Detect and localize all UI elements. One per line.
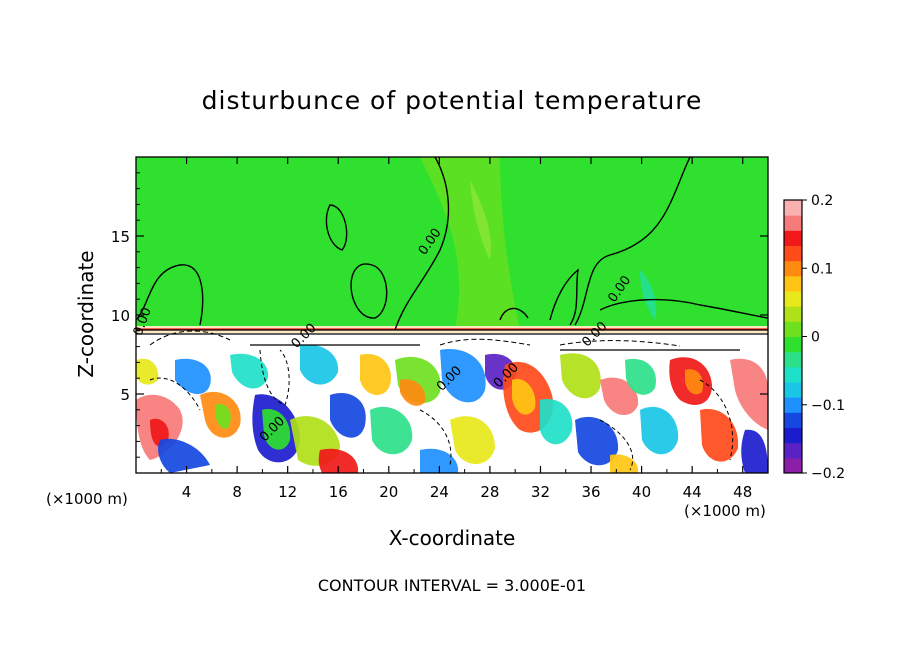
x-tick-label: 36 (581, 483, 600, 501)
colorbar-tick-label: −0.1 (811, 398, 845, 414)
colorbar-swatch (784, 245, 802, 262)
colorbar-swatch (784, 260, 802, 277)
colorbar-swatch (784, 397, 802, 413)
x-tick-label: 4 (182, 483, 192, 501)
x-axis-ticks: 4 8 12 16 20 24 28 32 36 40 44 48 (160, 157, 752, 501)
upper-light-streak (470, 180, 491, 260)
turbulent-eddy (450, 416, 495, 465)
x-tick-label: 16 (329, 483, 348, 501)
turbulent-eddy (420, 448, 459, 473)
turbulent-eddy (600, 377, 639, 416)
x-tick-label: 28 (480, 483, 499, 501)
turbulent-eddy (560, 353, 601, 399)
x-tick-label: 8 (232, 483, 242, 501)
turbulent-eddy (540, 399, 573, 445)
contour-line-negative (149, 377, 201, 411)
x-tick-label: 40 (632, 483, 651, 501)
upper-light-plume (420, 157, 520, 330)
colorbar-tick-label: 0.2 (811, 193, 833, 209)
x-unit-label-left: (×1000 m) (46, 490, 128, 508)
contour-line (394, 157, 450, 331)
contour-line (136, 329, 768, 351)
x-tick-label: 44 (683, 483, 702, 501)
turbulent-eddy (136, 358, 159, 385)
colorbar-tick-label: −0.2 (811, 466, 845, 482)
colorbar-swatch (784, 427, 802, 444)
turbulent-eddy (175, 358, 211, 395)
contour-lines (136, 157, 768, 471)
turbulent-eddy (370, 406, 413, 455)
turbulent-eddy (741, 429, 768, 473)
x-tick-label: 48 (733, 483, 752, 501)
colorbar-swatch (784, 366, 802, 383)
turbulent-eddy (685, 369, 704, 395)
colorbar-swatch (784, 275, 802, 292)
colorbar-swatch (784, 457, 802, 474)
colorbar-tick-label: 0 (811, 330, 820, 346)
colorbar-swatch (784, 336, 802, 353)
x-tick-label: 24 (430, 483, 449, 501)
turbulent-eddy (318, 448, 359, 473)
contour-line (325, 204, 348, 251)
turbulent-eddy (300, 344, 339, 385)
contour-line (350, 263, 388, 319)
contour-line (599, 298, 768, 319)
turbulent-eddy (360, 354, 391, 396)
contour-line (549, 268, 579, 326)
colorbar-tick-label: 0.1 (811, 261, 833, 277)
turbulent-eddy (575, 416, 619, 466)
x-tick-label: 12 (278, 483, 297, 501)
turbulent-eddy (400, 379, 426, 406)
colorbar: −0.2 −0.1 0 0.1 0.2 (783, 193, 845, 482)
contour-interval-note: CONTOUR INTERVAL = 3.000E-01 (317, 576, 587, 595)
upper-cyan-patch (640, 270, 657, 320)
contour-line-negative (439, 338, 531, 346)
turbulent-eddy (440, 349, 486, 403)
y-axis-ticks: 5 10 15 (111, 172, 768, 458)
contour-line (136, 264, 204, 326)
colorbar-swatch (784, 306, 802, 322)
chart-title: disturbunce of potential temperature (201, 86, 703, 115)
x-axis-label: X-coordinate (388, 526, 516, 550)
turbulent-eddy (230, 353, 269, 389)
colorbar-swatch (784, 351, 802, 368)
turbulent-eddy (625, 358, 656, 395)
contour-line-negative (699, 379, 734, 461)
turbulent-eddy (512, 379, 536, 415)
contour-line (499, 307, 529, 321)
turbulent-eddy (730, 358, 768, 430)
y-tick-label: 5 (120, 386, 130, 404)
colorbar-swatch (784, 412, 802, 428)
turbulent-eddy (700, 409, 739, 462)
y-tick-label: 10 (111, 307, 130, 325)
turbulent-eddy (214, 404, 231, 429)
turbulent-eddy (158, 438, 210, 473)
contour-line (574, 157, 691, 326)
x-tick-label: 32 (531, 483, 550, 501)
contour-line-negative (259, 349, 290, 406)
y-tick-label: 15 (111, 228, 130, 246)
turbulent-eddy (330, 393, 366, 438)
turbulent-eddy (640, 406, 679, 455)
colorbar-swatch (784, 200, 802, 216)
turbulent-structures (136, 344, 768, 473)
colorbar-swatch (784, 382, 802, 398)
x-tick-label: 20 (379, 483, 398, 501)
turbulent-eddy (262, 409, 291, 450)
contour-line-negative (599, 419, 634, 471)
contour-line-negative (149, 330, 231, 346)
colorbar-swatch (784, 442, 802, 459)
contour-line-negative (559, 340, 681, 347)
x-unit-label-right: (×1000 m) (684, 502, 766, 520)
colorbar-swatch (784, 291, 802, 307)
colorbar-swatch (784, 321, 802, 337)
turbulent-eddy (610, 454, 639, 473)
colorbar-swatch (784, 215, 802, 231)
colorbar-swatch (784, 230, 802, 246)
